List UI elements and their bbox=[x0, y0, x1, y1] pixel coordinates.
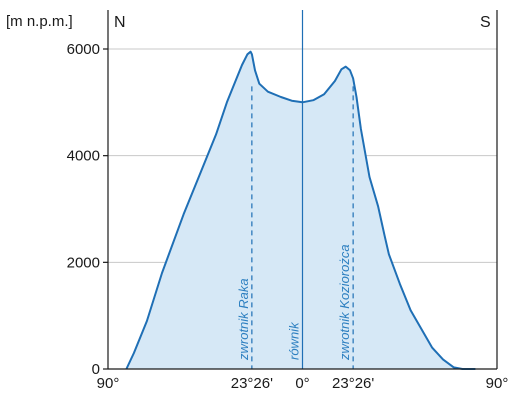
annotations: zwrotnik Raka równik zwrotnik Koziorożca bbox=[236, 244, 352, 361]
x-tick-labels: 90° 23°26' 0° 23°26' 90° bbox=[97, 375, 509, 392]
axes bbox=[103, 10, 498, 370]
x-tick-label-3: 23°26' bbox=[332, 375, 374, 392]
x-tick-label-0: 90° bbox=[97, 375, 120, 392]
x-tick-label-4: 90° bbox=[486, 375, 509, 392]
y-tick-labels: 0 2000 4000 6000 bbox=[67, 41, 100, 378]
y-tick-label-2: 4000 bbox=[67, 148, 100, 165]
y-tick-label-1: 2000 bbox=[67, 254, 100, 271]
reference-label-0: zwrotnik Raka bbox=[236, 278, 251, 361]
direction-north-label: N bbox=[114, 14, 126, 31]
reference-label-1: równik bbox=[287, 321, 302, 360]
y-tick-label-0: 0 bbox=[92, 361, 100, 378]
y-tick-label-3: 6000 bbox=[67, 41, 100, 58]
elevation-profile-line bbox=[125, 50, 476, 370]
x-tick-label-2: 0° bbox=[295, 375, 309, 392]
reference-lines bbox=[251, 10, 354, 369]
elevation-area-fill bbox=[126, 51, 476, 369]
direction-south-label: S bbox=[480, 14, 491, 31]
reference-label-2: zwrotnik Koziorożca bbox=[337, 244, 352, 361]
y-axis-unit-label: [m n.p.m.] bbox=[6, 13, 73, 30]
x-tick-label-1: 23°26' bbox=[231, 375, 273, 392]
